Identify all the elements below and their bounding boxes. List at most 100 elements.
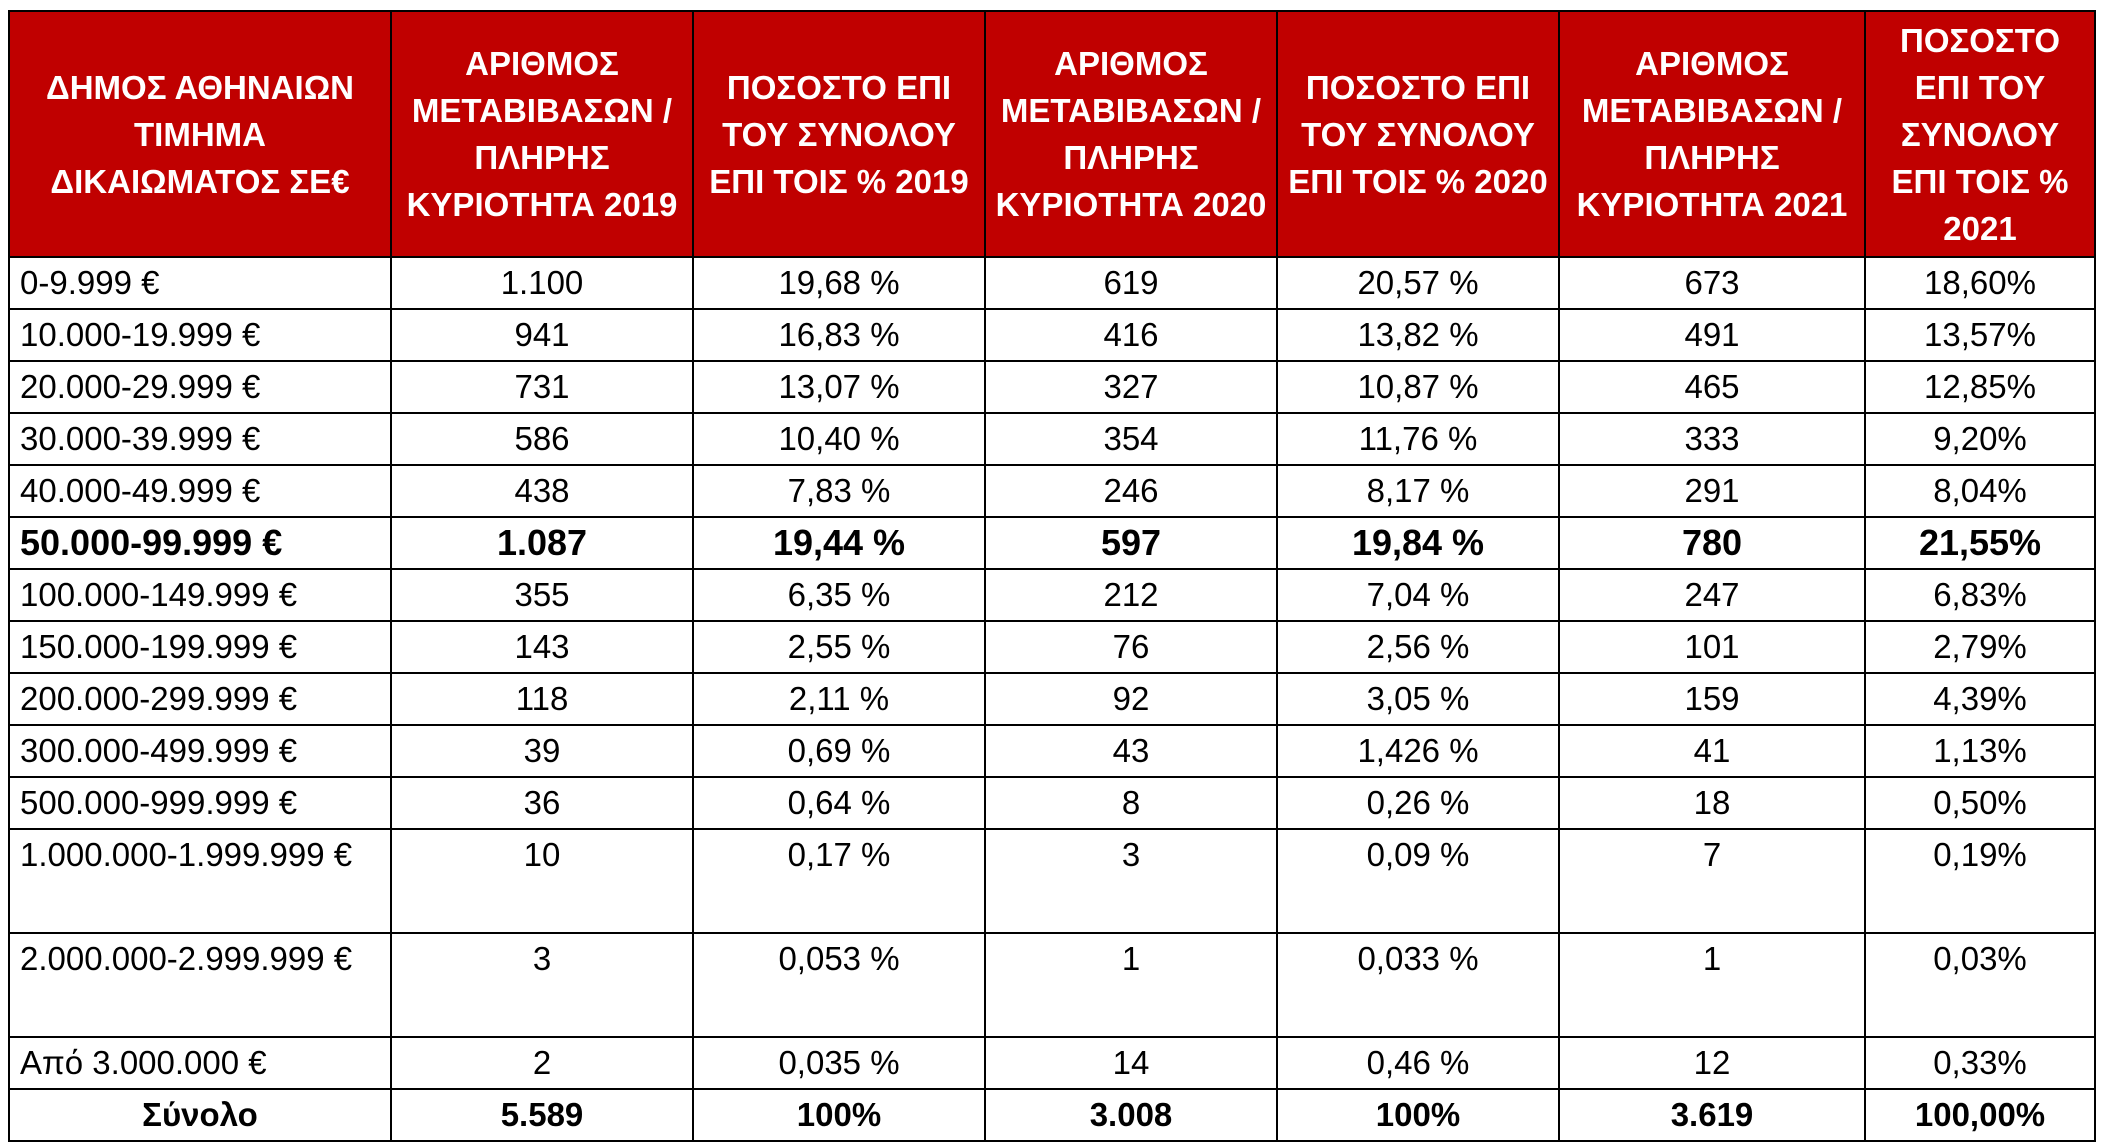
transfers-2019-cell: 586 (390, 412, 694, 466)
percent-2019-cell: 19,68 % (692, 256, 986, 310)
percent-2020-cell: 11,76 % (1276, 412, 1560, 466)
price-range-cell: 300.000-499.999 € (8, 724, 392, 778)
transfers-2019-cell: 438 (390, 464, 694, 518)
percent-2019-cell: 0,17 % (692, 828, 986, 934)
transfers-2019-cell: 941 (390, 308, 694, 362)
price-range-cell: 500.000-999.999 € (8, 776, 392, 830)
transfers-2019-cell: 355 (390, 568, 694, 622)
percent-2019-cell: 0,69 % (692, 724, 986, 778)
transfers-2020-cell: 1 (984, 932, 1278, 1038)
table-row: 20.000-29.999 € 731 13,07 % 327 10,87 % … (8, 360, 2096, 414)
percent-2021-cell: 0,50% (1864, 776, 2096, 830)
header-percent-2021: ΠΟΣΟΣΤΟ ΕΠΙ ΤΟΥ ΣΥΝΟΛΟΥ ΕΠΙ ΤΟΙΣ % 2021 (1864, 10, 2096, 258)
percent-2021-cell: 4,39% (1864, 672, 2096, 726)
transfers-2019-cell: 39 (390, 724, 694, 778)
transfers-2020-cell: 3 (984, 828, 1278, 934)
percent-2019-cell: 13,07 % (692, 360, 986, 414)
transfers-2021-cell: 159 (1558, 672, 1866, 726)
total-row: Σύνολο 5.589 100% 3.008 100% 3.619 100,0… (8, 1088, 2096, 1142)
transfers-2019-cell: 1.087 (390, 516, 694, 570)
transfers-2020-cell: 619 (984, 256, 1278, 310)
transfers-2021-cell: 333 (1558, 412, 1866, 466)
percent-2019-cell: 10,40 % (692, 412, 986, 466)
percent-2020-cell: 0,46 % (1276, 1036, 1560, 1090)
price-range-cell: 0-9.999 € (8, 256, 392, 310)
table-row: 300.000-499.999 € 39 0,69 % 43 1,426 % 4… (8, 724, 2096, 778)
percent-2021-cell: 12,85% (1864, 360, 2096, 414)
total-transfers-2019-cell: 5.589 (390, 1088, 694, 1142)
percent-2020-cell: 13,82 % (1276, 308, 1560, 362)
percent-2020-cell: 2,56 % (1276, 620, 1560, 674)
table-row: 2.000.000-2.999.999 € 3 0,053 % 1 0,033 … (8, 932, 2096, 1038)
transfers-2021-cell: 12 (1558, 1036, 1866, 1090)
transfers-table: ΔΗΜΟΣ ΑΘΗΝΑΙΩΝ ΤΙΜΗΜΑ ΔΙΚΑΙΩΜΑΤΟΣ ΣΕ€ ΑΡ… (8, 10, 2096, 1142)
percent-2019-cell: 19,44 % (692, 516, 986, 570)
percent-2021-cell: 18,60% (1864, 256, 2096, 310)
transfers-2021-cell: 41 (1558, 724, 1866, 778)
percent-2021-cell: 1,13% (1864, 724, 2096, 778)
transfers-2020-cell: 43 (984, 724, 1278, 778)
transfers-2020-cell: 416 (984, 308, 1278, 362)
transfers-2019-cell: 143 (390, 620, 694, 674)
transfers-2021-cell: 1 (1558, 932, 1866, 1038)
percent-2020-cell: 3,05 % (1276, 672, 1560, 726)
percent-2020-cell: 10,87 % (1276, 360, 1560, 414)
transfers-2021-cell: 101 (1558, 620, 1866, 674)
price-range-cell: 10.000-19.999 € (8, 308, 392, 362)
percent-2019-cell: 2,55 % (692, 620, 986, 674)
table-row-highlighted: 50.000-99.999 € 1.087 19,44 % 597 19,84 … (8, 516, 2096, 570)
table-row: 150.000-199.999 € 143 2,55 % 76 2,56 % 1… (8, 620, 2096, 674)
transfers-2019-cell: 3 (390, 932, 694, 1038)
percent-2021-cell: 21,55% (1864, 516, 2096, 570)
price-range-cell: 1.000.000-1.999.999 € (8, 828, 392, 934)
percent-2021-cell: 6,83% (1864, 568, 2096, 622)
percent-2020-cell: 19,84 % (1276, 516, 1560, 570)
transfers-2020-cell: 354 (984, 412, 1278, 466)
price-range-cell: 2.000.000-2.999.999 € (8, 932, 392, 1038)
percent-2021-cell: 0,19% (1864, 828, 2096, 934)
total-percent-2020-cell: 100% (1276, 1088, 1560, 1142)
total-percent-2021-cell: 100,00% (1864, 1088, 2096, 1142)
header-price-range: ΔΗΜΟΣ ΑΘΗΝΑΙΩΝ ΤΙΜΗΜΑ ΔΙΚΑΙΩΜΑΤΟΣ ΣΕ€ (8, 10, 392, 258)
table-row: 10.000-19.999 € 941 16,83 % 416 13,82 % … (8, 308, 2096, 362)
table-row: 100.000-149.999 € 355 6,35 % 212 7,04 % … (8, 568, 2096, 622)
price-range-cell: 100.000-149.999 € (8, 568, 392, 622)
total-label-cell: Σύνολο (8, 1088, 392, 1142)
price-range-cell: 20.000-29.999 € (8, 360, 392, 414)
transfers-2020-cell: 246 (984, 464, 1278, 518)
table-row: 0-9.999 € 1.100 19,68 % 619 20,57 % 673 … (8, 256, 2096, 310)
percent-2021-cell: 8,04% (1864, 464, 2096, 518)
table-row: 1.000.000-1.999.999 € 10 0,17 % 3 0,09 %… (8, 828, 2096, 934)
transfers-2021-cell: 491 (1558, 308, 1866, 362)
transfers-2019-cell: 2 (390, 1036, 694, 1090)
transfers-2019-cell: 118 (390, 672, 694, 726)
percent-2020-cell: 8,17 % (1276, 464, 1560, 518)
table-header: ΔΗΜΟΣ ΑΘΗΝΑΙΩΝ ΤΙΜΗΜΑ ΔΙΚΑΙΩΜΑΤΟΣ ΣΕ€ ΑΡ… (8, 10, 2096, 258)
transfers-2019-cell: 36 (390, 776, 694, 830)
transfers-2021-cell: 673 (1558, 256, 1866, 310)
total-percent-2019-cell: 100% (692, 1088, 986, 1142)
total-transfers-2020-cell: 3.008 (984, 1088, 1278, 1142)
percent-2021-cell: 9,20% (1864, 412, 2096, 466)
price-range-cell: 40.000-49.999 € (8, 464, 392, 518)
price-range-cell: 50.000-99.999 € (8, 516, 392, 570)
transfers-2020-cell: 597 (984, 516, 1278, 570)
percent-2019-cell: 0,053 % (692, 932, 986, 1038)
percent-2021-cell: 2,79% (1864, 620, 2096, 674)
transfers-2021-cell: 7 (1558, 828, 1866, 934)
header-transfers-2021: ΑΡΙΘΜΟΣ ΜΕΤΑΒΙΒΑΣΩΝ / ΠΛΗΡΗΣ ΚΥΡΙΟΤΗΤΑ 2… (1558, 10, 1866, 258)
transfers-2021-cell: 18 (1558, 776, 1866, 830)
transfers-2020-cell: 76 (984, 620, 1278, 674)
transfers-2020-cell: 14 (984, 1036, 1278, 1090)
table-body: 0-9.999 € 1.100 19,68 % 619 20,57 % 673 … (8, 256, 2096, 1142)
price-range-cell: 150.000-199.999 € (8, 620, 392, 674)
transfers-2021-cell: 780 (1558, 516, 1866, 570)
percent-2019-cell: 16,83 % (692, 308, 986, 362)
percent-2019-cell: 0,64 % (692, 776, 986, 830)
header-transfers-2019: ΑΡΙΘΜΟΣ ΜΕΤΑΒΙΒΑΣΩΝ / ΠΛΗΡΗΣ ΚΥΡΙΟΤΗΤΑ 2… (390, 10, 694, 258)
header-row: ΔΗΜΟΣ ΑΘΗΝΑΙΩΝ ΤΙΜΗΜΑ ΔΙΚΑΙΩΜΑΤΟΣ ΣΕ€ ΑΡ… (8, 10, 2096, 258)
percent-2021-cell: 13,57% (1864, 308, 2096, 362)
table-row: 200.000-299.999 € 118 2,11 % 92 3,05 % 1… (8, 672, 2096, 726)
transfers-2019-cell: 10 (390, 828, 694, 934)
percent-2020-cell: 7,04 % (1276, 568, 1560, 622)
